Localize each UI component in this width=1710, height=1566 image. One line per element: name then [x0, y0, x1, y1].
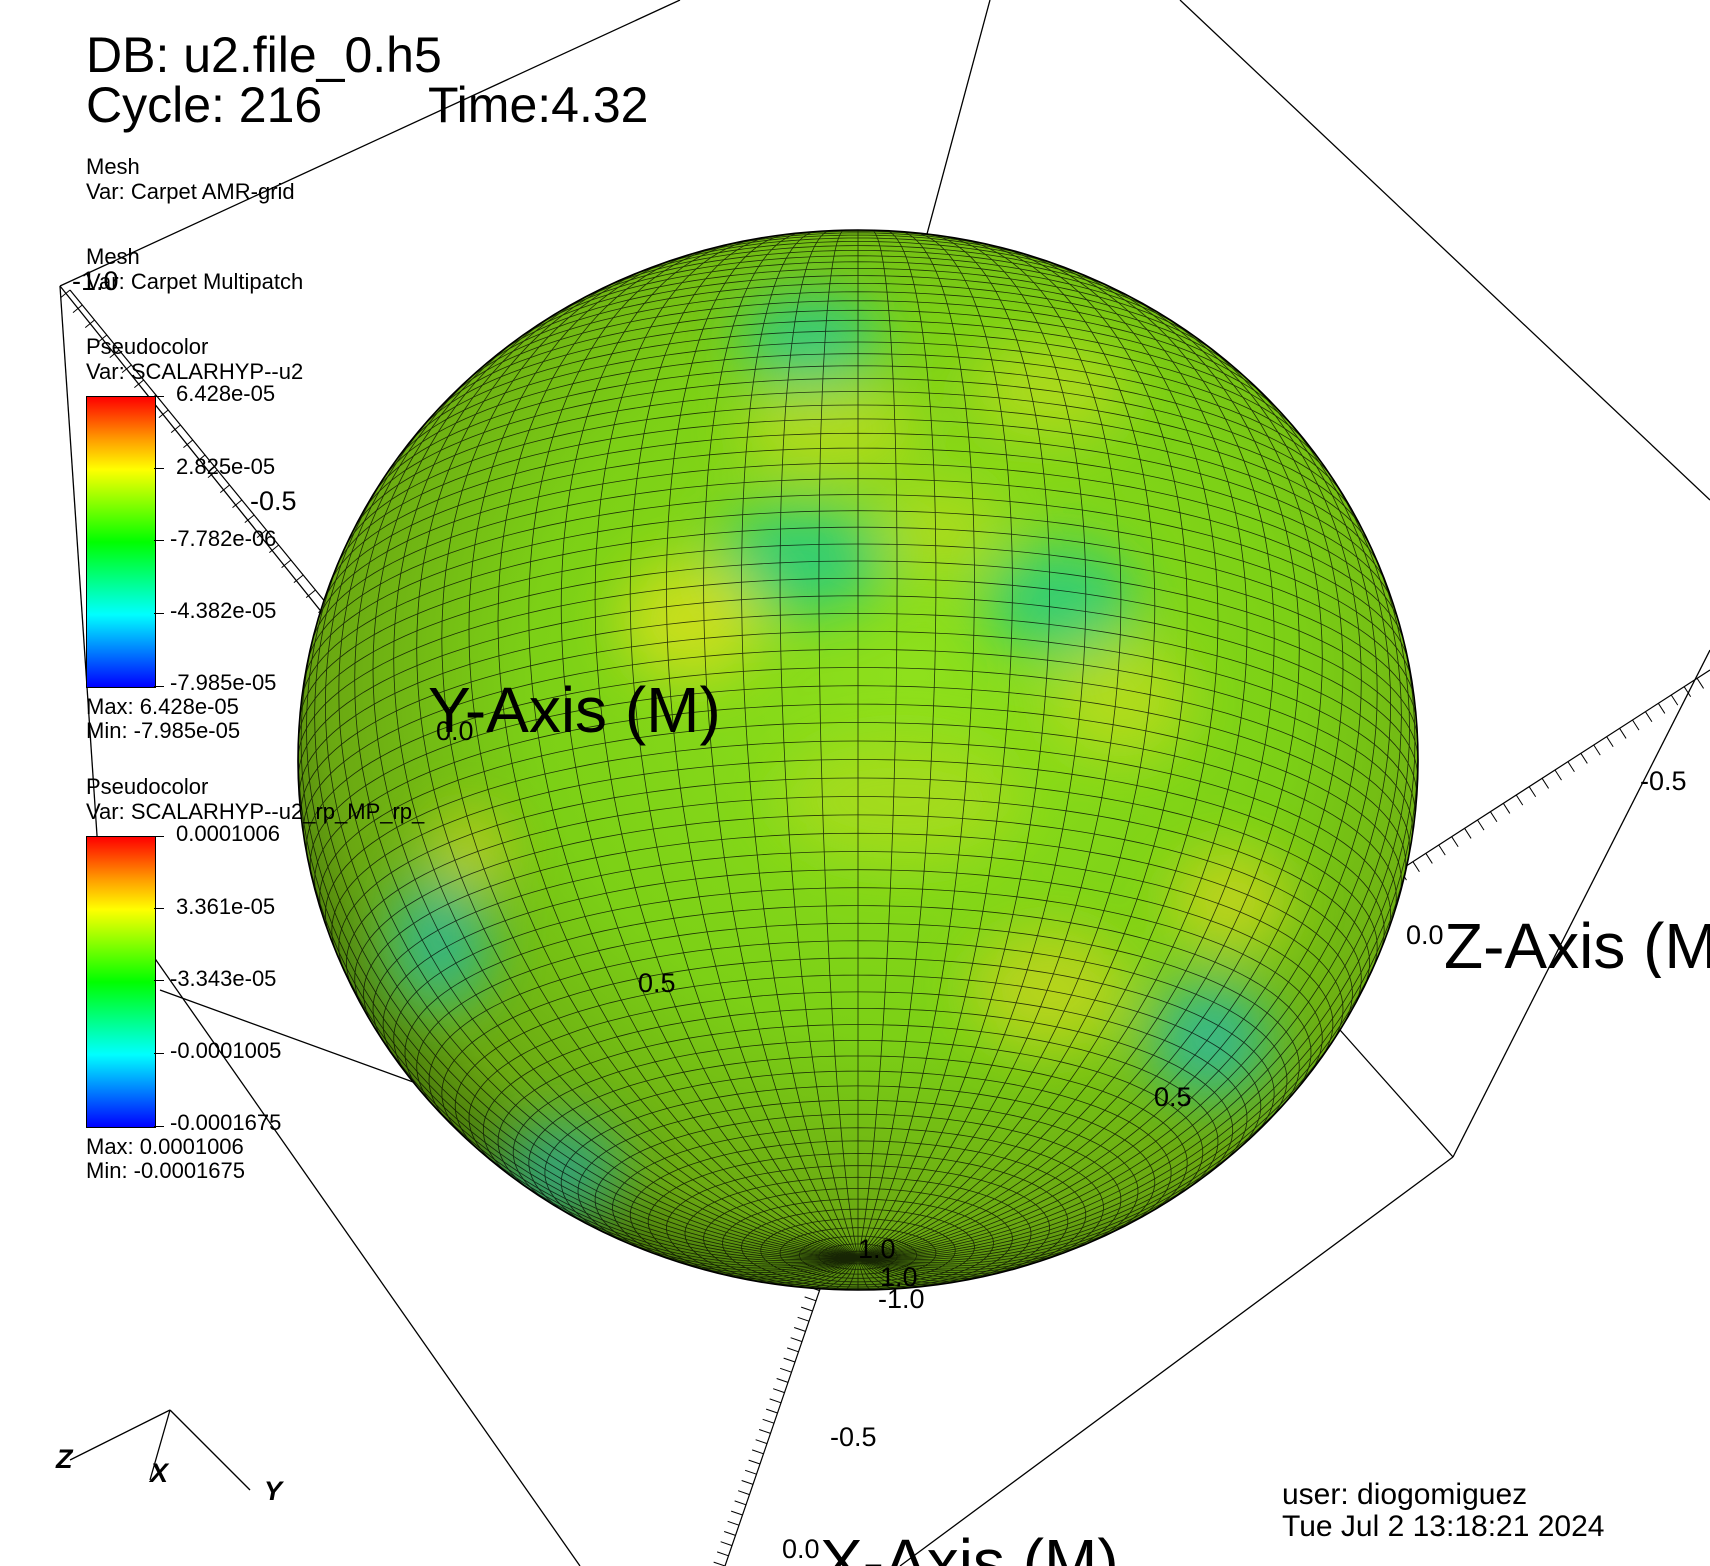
legend2-tick: -3.343e-05	[170, 966, 277, 991]
legend1-tick: -7.985e-05	[170, 670, 277, 695]
axis-tick: -0.5	[1640, 766, 1687, 796]
axis-tick: 0.5	[1154, 1082, 1192, 1112]
sphere	[297, 229, 1419, 1291]
axis-tick: 0.0	[1406, 920, 1444, 950]
legend2-tick: -0.0001675	[170, 1110, 282, 1135]
legend2-min: Min: -0.0001675	[86, 1158, 245, 1183]
x-axis-title: X-Axis (M)	[820, 1530, 1119, 1566]
legend1-min: Min: -7.985e-05	[86, 718, 241, 743]
axis-tick: -0.5	[830, 1422, 877, 1452]
legend2-tick: 3.361e-05	[176, 894, 276, 919]
legend1-colorbar	[86, 396, 156, 688]
y-axis-title: Y-Axis (M)	[428, 674, 721, 746]
mesh2-var: Var: Carpet Multipatch	[86, 269, 304, 294]
legend1-kind: Pseudocolor	[86, 334, 209, 359]
axis-tick: -1.0	[878, 1284, 925, 1314]
render-date: Tue Jul 2 13:18:21 2024	[1282, 1510, 1605, 1543]
axis-tick: 1.0	[858, 1234, 896, 1264]
axis-tick: -1.0	[72, 266, 119, 296]
triad-x-label: X	[150, 1458, 169, 1488]
legend2-var: Var: SCALARHYP--u2_rp_MP_rp_	[86, 799, 425, 824]
legend1-tick: 6.428e-05	[176, 381, 276, 406]
legend1-tick: -4.382e-05	[170, 598, 277, 623]
legend2-tick: 0.0001006	[176, 821, 280, 846]
legend1-var: Var: SCALARHYP--u2	[86, 359, 304, 384]
user-name: user: diogomiguez	[1282, 1478, 1528, 1511]
cycle-label: Cycle: 216	[86, 77, 323, 133]
db-title: DB: u2.file_0.h5	[86, 27, 442, 83]
axis-tick: 0.5	[638, 968, 676, 998]
legend2-kind: Pseudocolor	[86, 774, 209, 799]
axis-tick: 0.0	[782, 1534, 820, 1564]
legend2-colorbar	[86, 836, 156, 1128]
time-label: Time:4.32	[428, 77, 649, 133]
axis-tick: -0.5	[250, 486, 297, 516]
mesh1-kind: Mesh	[86, 154, 140, 179]
triad-y-label: Y	[264, 1476, 283, 1506]
legend2-tick: -0.0001005	[170, 1038, 282, 1063]
axis-tick: 0.0	[436, 716, 474, 746]
mesh2-kind: Mesh	[86, 244, 140, 269]
legend1-tick: -7.782e-06	[170, 526, 277, 551]
orientation-triad	[69, 1409, 251, 1491]
mesh1-var: Var: Carpet AMR-grid	[86, 179, 295, 204]
triad-z-label: Z	[56, 1444, 73, 1474]
axis-tick: 1.0	[880, 1262, 918, 1292]
legend1-tick: 2.825e-05	[176, 454, 276, 479]
legend1-max: Max: 6.428e-05	[86, 694, 239, 719]
legend2-max: Max: 0.0001006	[86, 1134, 244, 1159]
z-axis-title: Z-Axis (M)	[1444, 914, 1710, 978]
